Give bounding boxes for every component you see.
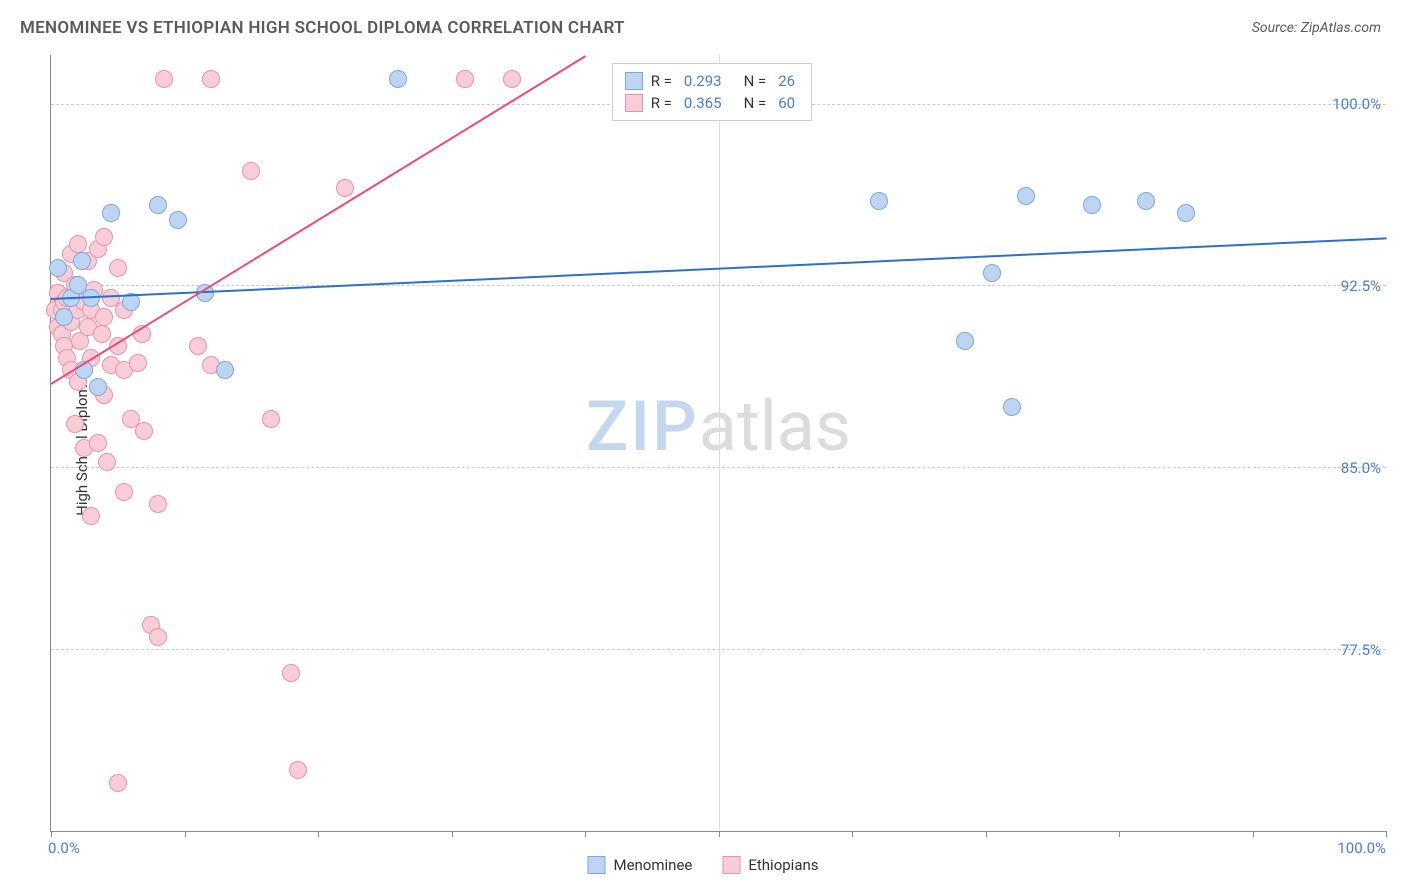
data-point [89,378,107,396]
watermark-atlas: atlas [699,386,851,468]
legend-label: Ethiopians [748,856,818,874]
data-point [503,70,521,88]
data-point [262,410,280,428]
x-tick [986,831,987,837]
x-tick [719,831,720,837]
data-point [115,483,133,501]
data-point [242,162,260,180]
x-tick [1386,831,1387,837]
data-point [1177,204,1195,222]
data-point [1137,192,1155,210]
legend-item-ethiopians: Ethiopians [722,856,818,874]
data-point [1017,187,1035,205]
chart-title: MENOMINEE VS ETHIOPIAN HIGH SCHOOL DIPLO… [20,18,625,38]
y-tick-label: 77.5% [1341,641,1381,659]
y-tick-label: 100.0% [1332,95,1381,113]
trend-line [50,55,585,385]
data-point [109,774,127,792]
data-point [1003,398,1021,416]
legend: Menominee Ethiopians [587,856,818,874]
stats-r-label: R = [651,72,672,90]
data-point [870,192,888,210]
y-tick-label: 85.0% [1341,459,1381,477]
data-point [389,70,407,88]
data-point [98,453,116,471]
x-tick-label: 100.0% [1337,839,1386,857]
data-point [282,664,300,682]
data-point [109,259,127,277]
watermark-zip: ZIP [586,386,699,468]
stats-row: R = 0.365 N = 60 [625,92,799,114]
data-point [95,308,113,326]
stats-swatch-icon [625,72,643,90]
data-point [169,211,187,229]
gridline-vertical [719,55,720,831]
data-point [202,70,220,88]
chart-container: MENOMINEE VS ETHIOPIAN HIGH SCHOOL DIPLO… [0,0,1406,892]
stats-r-value: 0.293 [684,72,722,90]
legend-swatch-icon [722,856,740,874]
legend-swatch-icon [587,856,605,874]
data-point [1083,196,1101,214]
data-point [456,70,474,88]
data-point [983,264,1001,282]
source-label: Source: ZipAtlas.com [1252,20,1381,36]
x-tick [1119,831,1120,837]
x-tick [452,831,453,837]
x-tick-label: 0.0% [48,839,80,857]
x-tick [318,831,319,837]
stats-n-value: 60 [778,94,795,112]
x-tick [585,831,586,837]
stats-r-label: R = [651,94,672,112]
data-point [956,332,974,350]
data-point [93,325,111,343]
x-tick [51,831,52,837]
data-point [149,628,167,646]
data-point [155,70,173,88]
data-point [95,228,113,246]
data-point [336,179,354,197]
x-tick [185,831,186,837]
data-point [89,434,107,452]
data-point [216,361,234,379]
stats-box: R = 0.293 N = 26 R = 0.365 N = 60 [612,63,812,121]
data-point [82,507,100,525]
legend-item-menominee: Menominee [587,856,692,874]
data-point [55,308,73,326]
data-point [73,252,91,270]
data-point [49,259,67,277]
data-point [289,761,307,779]
data-point [149,196,167,214]
stats-n-label: N = [744,94,767,112]
legend-label: Menominee [613,856,692,874]
stats-swatch-icon [625,94,643,112]
data-point [66,415,84,433]
data-point [102,204,120,222]
x-tick [852,831,853,837]
data-point [149,495,167,513]
data-point [69,235,87,253]
data-point [129,354,147,372]
stats-row: R = 0.293 N = 26 [625,70,799,92]
plot-area: ZIPatlas R = 0.293 N = 26 R = 0.365 N = 60 [50,55,1386,832]
data-point [135,422,153,440]
y-tick-label: 92.5% [1341,277,1381,295]
stats-n-label: N = [744,72,767,90]
x-tick [1253,831,1254,837]
data-point [189,337,207,355]
stats-r-value: 0.365 [684,94,722,112]
stats-n-value: 26 [778,72,795,90]
